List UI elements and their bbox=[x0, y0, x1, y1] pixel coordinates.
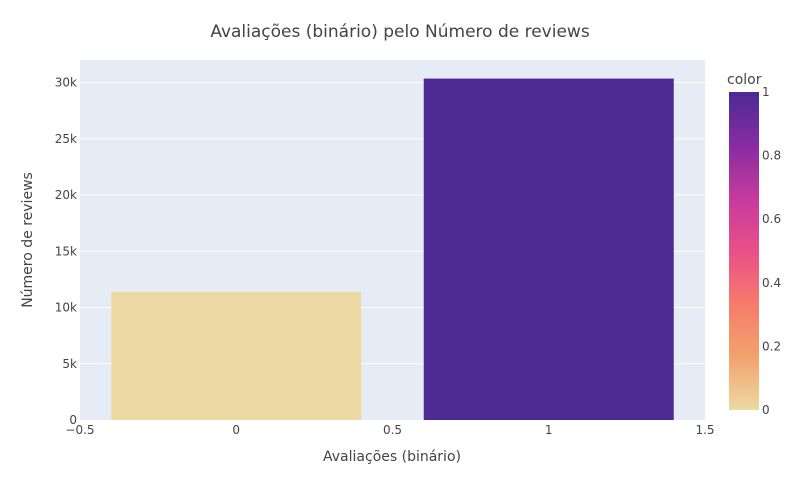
x-tick-label: −0.5 bbox=[65, 423, 94, 437]
y-tick-label: 15k bbox=[55, 244, 77, 258]
x-tick-label: 1 bbox=[545, 423, 553, 437]
bar-1 bbox=[423, 78, 674, 420]
x-axis-title: Avaliações (binário) bbox=[323, 449, 461, 465]
colorbar-tick-label: 0 bbox=[762, 403, 770, 417]
x-axis-ticks: −0.5 0 0.5 1 1.5 bbox=[65, 423, 714, 437]
colorbar: color 0 0.2 0.4 0.6 0.8 1 bbox=[727, 72, 781, 417]
y-axis-title: Número de reviews bbox=[20, 172, 36, 308]
bar-0 bbox=[111, 291, 362, 420]
y-tick-label: 5k bbox=[62, 357, 77, 371]
colorbar-tick-label: 0.6 bbox=[762, 212, 781, 226]
colorbar-tick-label: 0.4 bbox=[762, 276, 781, 290]
chart-title: Avaliações (binário) pelo Número de revi… bbox=[210, 22, 590, 42]
y-axis-ticks: 0 5k 10k 15k 20k 25k 30k bbox=[55, 76, 77, 428]
y-tick-label: 0 bbox=[69, 413, 77, 427]
colorbar-tick-label: 1 bbox=[762, 85, 770, 99]
colorbar-title: color bbox=[727, 72, 762, 88]
x-tick-label: 0 bbox=[232, 423, 240, 437]
x-tick-label: 1.5 bbox=[695, 423, 714, 437]
y-tick-label: 10k bbox=[55, 301, 77, 315]
colorbar-tick-label: 0.8 bbox=[762, 149, 781, 163]
y-tick-label: 20k bbox=[55, 188, 77, 202]
y-tick-label: 25k bbox=[55, 132, 77, 146]
colorbar-tick-label: 0.2 bbox=[762, 339, 781, 353]
x-tick-label: 0.5 bbox=[383, 423, 402, 437]
bars bbox=[111, 78, 674, 420]
colorbar-scale bbox=[729, 92, 759, 410]
y-tick-label: 30k bbox=[55, 76, 77, 90]
colorbar-ticks: 0 0.2 0.4 0.6 0.8 1 bbox=[762, 85, 781, 417]
